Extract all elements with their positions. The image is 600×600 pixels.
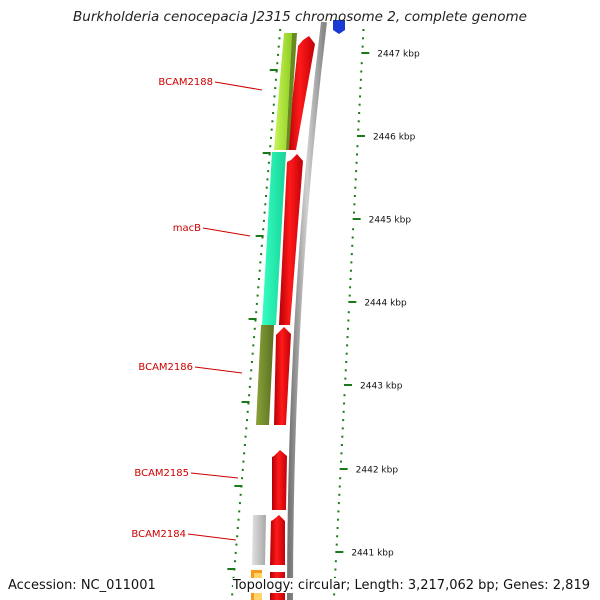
scale-label: 2445 kbp xyxy=(369,216,412,226)
cds-arrow-2 xyxy=(279,154,303,325)
summary-text: Topology: circular; Length: 3,217,062 bp… xyxy=(232,578,590,593)
gene-label-leader xyxy=(202,227,251,237)
outer-tick-marks xyxy=(333,29,365,596)
map-title: Burkholderia cenocepacia J2315 chromosom… xyxy=(73,9,527,25)
gene-label: BCAM2185 xyxy=(134,468,189,479)
gene-block-bcam2184 xyxy=(252,515,266,565)
gene-block-bcam2188-shade xyxy=(286,33,297,150)
gene-label: BCAM2188 xyxy=(158,77,213,88)
cds-arrow-5 xyxy=(270,515,285,565)
scale-label: 2447 kbp xyxy=(377,50,420,60)
scale-label: 2443 kbp xyxy=(360,382,403,392)
gene-label-leader xyxy=(214,81,263,91)
genome-backbone xyxy=(287,21,327,600)
scale-label: 2442 kbp xyxy=(356,466,399,476)
scale-label: 2446 kbp xyxy=(373,133,416,143)
gene-label: macB xyxy=(173,223,201,234)
gene-label-leader xyxy=(194,366,243,374)
cds-arrow-1 xyxy=(287,36,315,150)
cds-arrow-4 xyxy=(272,450,287,510)
top-feature-blue xyxy=(333,20,345,34)
gene-label: BCAM2186 xyxy=(138,362,193,373)
gene-labels: BCAM2188 macB BCAM2186 BCAM2185 BCAM2184 xyxy=(131,77,263,541)
gene-block-macB xyxy=(262,152,286,325)
gene-label-leader xyxy=(187,533,237,541)
scale-labels: 2447 kbp 2446 kbp 2445 kbp 2444 kbp 2443 kbp… xyxy=(335,50,420,559)
gene-block-bcam2186 xyxy=(256,325,274,425)
gene-label-leader xyxy=(190,472,239,479)
scale-label: 2441 kbp xyxy=(351,549,394,559)
gene-label: BCAM2184 xyxy=(131,529,186,540)
scale-label: 2444 kbp xyxy=(364,299,407,309)
cds-arrow-3 xyxy=(274,327,291,425)
accession-text: Accession: NC_011001 xyxy=(8,578,156,593)
